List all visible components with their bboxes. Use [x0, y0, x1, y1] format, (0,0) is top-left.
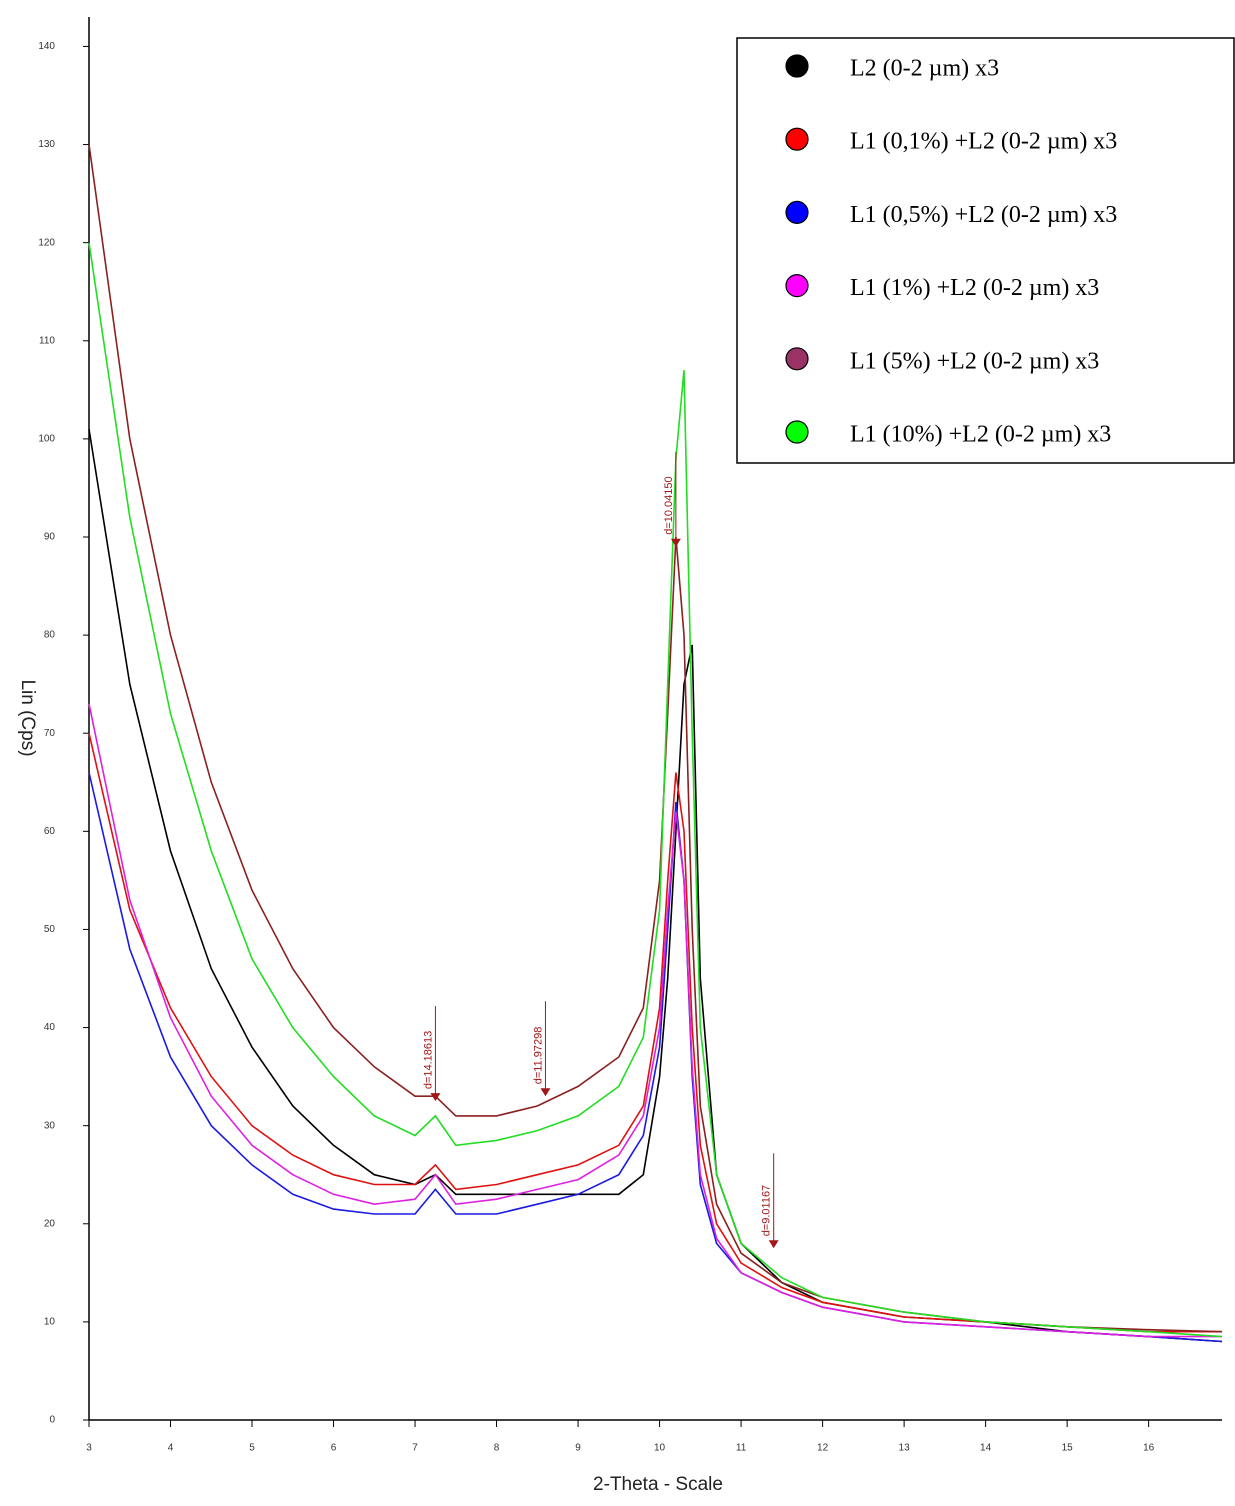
legend-marker: [785, 347, 809, 371]
x-tick-label: 10: [654, 1443, 666, 1454]
annotation-arrow: [670, 538, 681, 547]
series-line: [88, 733, 1222, 1333]
y-tick-label: 60: [44, 826, 56, 837]
y-tick-label: 30: [44, 1120, 56, 1131]
y-tick-label: 80: [44, 630, 56, 641]
annotation-arrow: [768, 1240, 779, 1249]
annotation-arrow: [430, 1093, 441, 1102]
legend-label: L1 (1%) +L2 (0-2 µm) x3: [850, 275, 1099, 301]
legend-marker: [785, 127, 809, 151]
legend-marker: [785, 200, 809, 224]
y-tick-label: 0: [49, 1415, 55, 1426]
y-tick-label: 110: [39, 335, 55, 346]
y-tick-label: 70: [44, 728, 56, 739]
y-tick-label: 20: [44, 1218, 56, 1229]
y-tick-label: 10: [44, 1317, 56, 1328]
x-tick-label: 5: [249, 1443, 255, 1454]
annotation-label: d=11.97298: [532, 1027, 544, 1085]
series-line: [88, 703, 1222, 1338]
x-tick-label: 11: [736, 1443, 747, 1454]
y-tick-label: 50: [44, 924, 56, 935]
legend-label: L1 (5%) +L2 (0-2 µm) x3: [850, 348, 1099, 374]
x-tick-label: 15: [1062, 1443, 1074, 1454]
x-tick-label: 14: [980, 1443, 992, 1454]
legend-box: [736, 37, 1235, 464]
legend-marker: [785, 274, 809, 298]
series-line: [88, 242, 1223, 1338]
x-tick-label: 3: [86, 1443, 92, 1454]
x-tick-label: 7: [412, 1443, 418, 1454]
x-tick-label: 6: [331, 1443, 337, 1454]
x-axis-label: 2-Theta - Scale: [593, 1474, 723, 1495]
annotation-label: d=10.04150: [663, 476, 675, 534]
y-tick-label: 130: [38, 139, 55, 150]
legend-label: L2 (0-2 µm) x3: [850, 56, 999, 82]
x-tick-label: 9: [575, 1443, 581, 1454]
y-tick-label: 100: [38, 434, 55, 445]
x-tick-label: 12: [817, 1443, 829, 1454]
y-tick-label: 40: [44, 1022, 56, 1033]
y-tick-label: 90: [44, 532, 56, 543]
x-tick-label: 4: [168, 1443, 174, 1454]
y-axis-label: Lin (Cps): [17, 679, 38, 756]
legend-marker: [785, 54, 809, 78]
y-tick-label: 140: [38, 41, 55, 52]
series-line: [88, 428, 1223, 1343]
legend-marker: [785, 420, 809, 444]
legend-label: L1 (10%) +L2 (0-2 µm) x3: [850, 422, 1111, 448]
x-tick-label: 16: [1143, 1443, 1155, 1454]
annotation-arrow: [540, 1088, 551, 1097]
y-tick-label: 120: [38, 237, 55, 248]
annotation-label: d=14.18613: [422, 1031, 434, 1089]
x-tick-label: 13: [899, 1443, 911, 1454]
legend-label: L1 (0,5%) +L2 (0-2 µm) x3: [850, 202, 1117, 228]
x-tick-label: 8: [494, 1443, 500, 1454]
legend-label: L1 (0,1%) +L2 (0-2 µm) x3: [850, 129, 1117, 155]
annotation-label: d=9.01167: [761, 1185, 773, 1237]
